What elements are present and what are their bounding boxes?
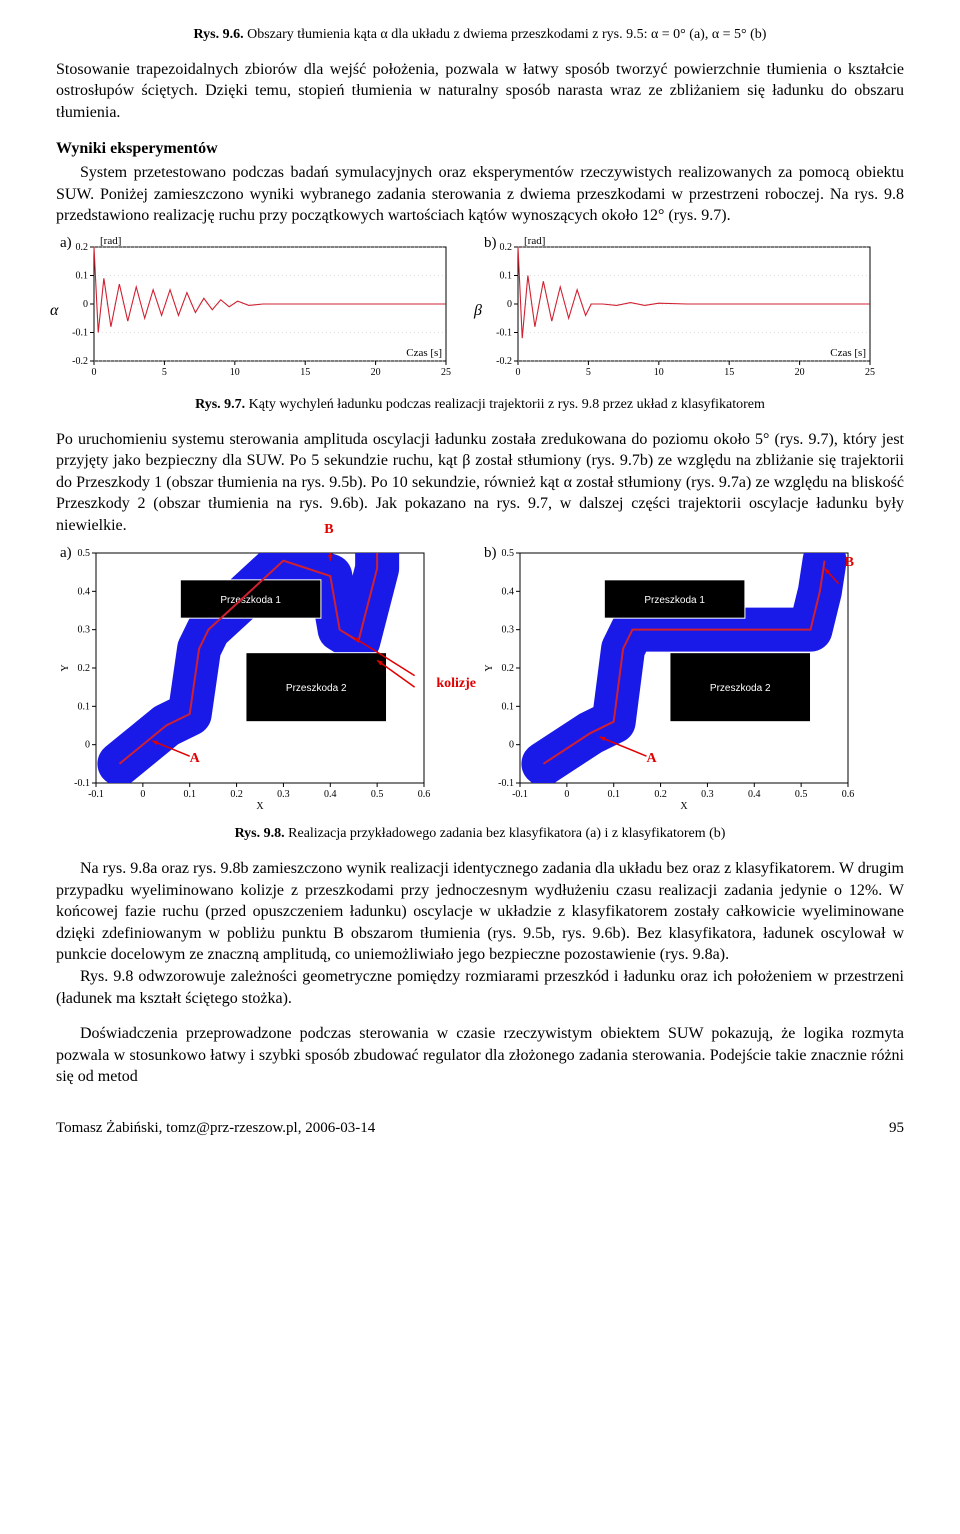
caption-9-8: Rys. 9.8. Realizacja przykładowego zadan… (56, 825, 904, 844)
caption-9-7-bold: Rys. 9.7. (195, 397, 245, 412)
svg-text:0.1: 0.1 (607, 789, 620, 800)
svg-text:-0.1: -0.1 (74, 778, 90, 789)
svg-text:-0.1: -0.1 (496, 328, 512, 339)
paragraph-4: Na rys. 9.8a oraz rys. 9.8b zamieszczono… (56, 858, 904, 966)
chart-9-7-a: a) α 0510152025-0.2-0.100.10.2[rad]Czas … (56, 233, 480, 390)
caption-9-8-bold: Rys. 9.8. (235, 826, 285, 841)
svg-text:0.1: 0.1 (500, 271, 513, 282)
paragraph-5: Rys. 9.8 odwzorowuje zależności geometry… (56, 966, 904, 1009)
svg-text:0.2: 0.2 (230, 789, 243, 800)
side-label-beta: β (474, 301, 482, 323)
svg-text:Czas [s]: Czas [s] (830, 347, 866, 359)
paragraph-6: Doświadczenia przeprowadzone podczas ste… (56, 1023, 904, 1088)
svg-text:Przeszkoda 2: Przeszkoda 2 (710, 683, 771, 694)
caption-9-7: Rys. 9.7. Kąty wychyleń ładunku podczas … (56, 396, 904, 415)
svg-text:0: 0 (83, 299, 88, 310)
chart-9-8-letter-b: b) (484, 543, 497, 563)
svg-text:5: 5 (162, 367, 167, 378)
svg-text:Y: Y (484, 664, 495, 671)
svg-text:0.4: 0.4 (78, 586, 91, 597)
svg-text:-0.2: -0.2 (496, 356, 512, 367)
svg-text:0.3: 0.3 (78, 624, 91, 635)
kolizje-label: kolizje (436, 675, 476, 694)
chart-9-7-b: b) β 0510152025-0.2-0.100.10.2[rad]Czas … (480, 233, 904, 390)
chart-9-8-letter-a: a) (60, 543, 72, 563)
svg-text:-0.1: -0.1 (72, 328, 88, 339)
svg-text:25: 25 (441, 367, 451, 378)
svg-text:0.2: 0.2 (76, 242, 89, 253)
side-label-alpha: α (50, 301, 58, 323)
svg-text:0.5: 0.5 (502, 548, 515, 559)
svg-text:0: 0 (140, 789, 145, 800)
svg-text:-0.2: -0.2 (72, 356, 88, 367)
svg-text:0: 0 (564, 789, 569, 800)
svg-text:0.1: 0.1 (502, 701, 515, 712)
svg-text:20: 20 (371, 367, 381, 378)
svg-text:[rad]: [rad] (524, 235, 545, 247)
svg-text:15: 15 (300, 367, 310, 378)
paragraph-1: Stosowanie trapezoidalnych zbiorów dla w… (56, 59, 904, 124)
footer-left: Tomasz Żabiński, tomz@prz-rzeszow.pl, 20… (56, 1118, 375, 1138)
svg-text:0.1: 0.1 (78, 701, 91, 712)
svg-text:0.3: 0.3 (502, 624, 515, 635)
chart-letter-b: b) (484, 233, 497, 253)
svg-text:-0.1: -0.1 (498, 778, 514, 789)
svg-text:Czas [s]: Czas [s] (406, 347, 442, 359)
svg-text:0.5: 0.5 (78, 548, 91, 559)
svg-text:15: 15 (724, 367, 734, 378)
svg-text:0.3: 0.3 (277, 789, 290, 800)
svg-text:0.2: 0.2 (502, 663, 515, 674)
svg-text:X: X (256, 801, 264, 812)
paragraph-2: System przetestowano podczas badań symul… (56, 162, 904, 227)
svg-text:10: 10 (654, 367, 664, 378)
subhead-wyniki: Wyniki eksperymentów (56, 138, 904, 160)
svg-text:0.6: 0.6 (418, 789, 431, 800)
svg-text:0: 0 (516, 367, 521, 378)
caption-9-8-rest: Realizacja przykładowego zadania bez kla… (285, 826, 726, 841)
svg-text:0.4: 0.4 (502, 586, 515, 597)
svg-text:20: 20 (795, 367, 805, 378)
svg-text:-0.1: -0.1 (88, 789, 104, 800)
svg-text:0.3: 0.3 (701, 789, 714, 800)
caption-9-7-rest: Kąty wychyleń ładunku podczas realizacji… (245, 397, 765, 412)
chart-letter-a: a) (60, 233, 72, 253)
svg-text:0: 0 (85, 739, 90, 750)
svg-text:0.1: 0.1 (76, 271, 89, 282)
page-footer: Tomasz Żabiński, tomz@prz-rzeszow.pl, 20… (56, 1118, 904, 1138)
svg-text:-0.1: -0.1 (512, 789, 528, 800)
svg-text:0.4: 0.4 (748, 789, 761, 800)
caption-9-6: Rys. 9.6. Obszary tłumienia kąta α dla u… (56, 26, 904, 45)
svg-text:25: 25 (865, 367, 875, 378)
svg-text:0.2: 0.2 (78, 663, 91, 674)
chart-9-8-a: a) -0.1 0 0.1 0.2 0.3 0.4 0.5 0.6 -0.1 0 0.1 0.2 0.3… (56, 543, 480, 820)
svg-text:0.2: 0.2 (654, 789, 667, 800)
paragraph-3: Po uruchomieniu systemu sterowania ampli… (56, 429, 904, 537)
figure-9-7: a) α 0510152025-0.2-0.100.10.2[rad]Czas … (56, 233, 904, 390)
svg-text:X: X (680, 801, 688, 812)
svg-text:Przeszkoda 2: Przeszkoda 2 (286, 683, 347, 694)
footer-right: 95 (889, 1118, 904, 1138)
svg-text:10: 10 (230, 367, 240, 378)
svg-text:0: 0 (509, 739, 514, 750)
svg-text:0.1: 0.1 (183, 789, 196, 800)
svg-text:Y: Y (60, 664, 71, 671)
svg-text:Przeszkoda 1: Przeszkoda 1 (220, 595, 281, 606)
svg-text:0.6: 0.6 (842, 789, 855, 800)
svg-text:5: 5 (586, 367, 591, 378)
svg-text:0: 0 (507, 299, 512, 310)
svg-text:0.2: 0.2 (500, 242, 513, 253)
chart-9-8-b: b) -0.1 0 0.1 0.2 0.3 0.4 0.5 0.6 -0.1 0 0.1 0.2 0.3… (480, 543, 904, 820)
figure-9-8: a) -0.1 0 0.1 0.2 0.3 0.4 0.5 0.6 -0.1 0 0.1 0.2 0.3… (56, 543, 904, 820)
svg-text:Przeszkoda 1: Przeszkoda 1 (644, 595, 705, 606)
svg-text:0: 0 (92, 367, 97, 378)
caption-9-6-rest: Obszary tłumienia kąta α dla układu z dw… (244, 27, 767, 42)
svg-text:0.5: 0.5 (795, 789, 808, 800)
svg-text:0.5: 0.5 (371, 789, 384, 800)
svg-text:[rad]: [rad] (100, 235, 121, 247)
caption-9-6-bold: Rys. 9.6. (194, 27, 244, 42)
svg-text:0.4: 0.4 (324, 789, 337, 800)
